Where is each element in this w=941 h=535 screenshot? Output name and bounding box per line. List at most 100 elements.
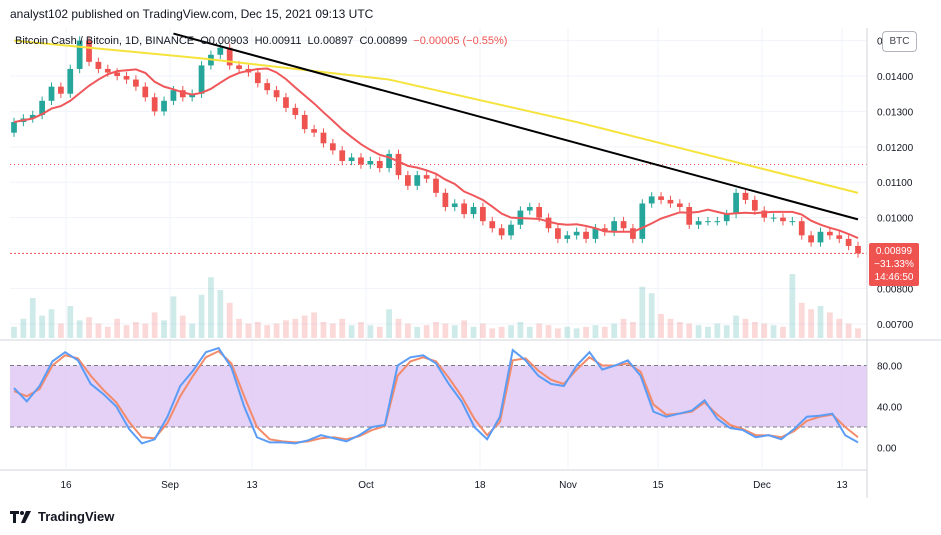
tradingview-footer[interactable]: TradingView — [10, 509, 114, 524]
volume-bar — [104, 326, 111, 338]
symbol-name: Bitcoin Cash / Bitcoin, 1D, BINANCE — [15, 35, 195, 47]
candle-body — [808, 235, 814, 243]
volume-bar — [639, 286, 646, 338]
volume-bar — [86, 317, 92, 338]
volume-bar — [611, 323, 618, 338]
candle-body — [11, 122, 17, 133]
volume-bar — [573, 328, 580, 338]
candle-body — [714, 221, 721, 223]
volume-bar — [404, 323, 411, 338]
candle-body — [480, 207, 486, 222]
volume-bar — [95, 323, 102, 338]
ohlc-low: L0.00897 — [307, 35, 354, 47]
symbol-info: Bitcoin Cash / Bitcoin, 1D, BINANCE O0.0… — [15, 35, 510, 47]
volume-bar — [780, 326, 786, 338]
time-tick-label: Dec — [753, 480, 771, 491]
candle-body — [39, 100, 46, 115]
volume-bar — [217, 290, 224, 338]
footer-brand: TradingView — [38, 509, 115, 524]
volume-bar — [564, 326, 571, 338]
price-tick-label: 0.01000 — [877, 214, 914, 225]
candle-body — [58, 86, 64, 94]
candle-body — [667, 199, 674, 204]
price-tick-label: 0.01300 — [877, 107, 914, 118]
volume-bar — [283, 320, 289, 338]
stoch-band — [10, 365, 867, 427]
volume-bar — [733, 315, 739, 338]
candle-body — [179, 90, 186, 98]
price-tick-label: 0.01200 — [877, 143, 914, 154]
volume-bar — [11, 326, 17, 338]
candle-body — [161, 100, 167, 112]
candle-body — [404, 175, 411, 186]
price-tag-value: 0.00899 — [875, 246, 913, 257]
volume-bars — [11, 274, 861, 338]
candle-body — [86, 40, 92, 62]
candle-body — [320, 132, 327, 144]
ohlc-close: C0.00899 — [359, 35, 408, 47]
candle-body — [526, 207, 533, 211]
volume-bar — [414, 326, 421, 338]
candle-body — [751, 199, 758, 211]
candle-body — [620, 221, 627, 229]
candle-body — [198, 65, 205, 94]
candle-body — [114, 72, 121, 77]
candles — [11, 36, 861, 258]
stoch-axis: 80.00 40.00 0.00 — [877, 362, 902, 455]
ohlc-open: O0.00903 — [200, 35, 249, 47]
time-tick-label: Sep — [161, 480, 179, 491]
volume-bar — [67, 306, 74, 338]
candle-body — [264, 83, 271, 91]
volume-bar — [583, 326, 589, 338]
candle-body — [742, 192, 749, 200]
candle-body — [676, 203, 683, 208]
candle-body — [508, 224, 514, 236]
candle-body — [564, 235, 571, 239]
candle-body — [798, 221, 805, 236]
volume-bar — [451, 325, 458, 338]
candle-body — [376, 160, 383, 169]
volume-bar — [601, 326, 608, 338]
volume-bar — [142, 323, 149, 338]
candle-body — [423, 175, 430, 179]
publisher-header: analyst102 published on TradingView.com,… — [10, 7, 374, 21]
volume-bar — [348, 325, 355, 338]
candle-body — [142, 86, 149, 98]
volume-bar — [311, 312, 317, 338]
time-tick-label: 13 — [246, 480, 258, 491]
candle-body — [358, 157, 364, 165]
candle-body — [639, 203, 646, 239]
candle-body — [789, 221, 796, 223]
volume-bar — [208, 277, 214, 338]
volume-bar — [133, 322, 139, 338]
volume-bar — [123, 325, 130, 338]
tradingview-logo-icon — [10, 510, 31, 523]
stoch-tick-label: 80.00 — [877, 362, 902, 373]
candle-body — [329, 143, 336, 151]
volume-bar — [761, 323, 768, 338]
volume-bar — [723, 325, 730, 338]
candle-body — [723, 214, 730, 222]
candle-body — [770, 217, 777, 219]
volume-bar — [236, 318, 242, 338]
volume-bar — [789, 274, 796, 338]
candle-body — [470, 207, 477, 215]
candle-body — [498, 228, 505, 236]
volume-bar — [358, 322, 364, 338]
volume-bar — [620, 318, 627, 338]
candle-body — [461, 203, 468, 215]
stoch-tick-label: 40.00 — [877, 403, 902, 414]
volume-bar — [508, 325, 514, 338]
volume-bar — [395, 318, 402, 338]
candle-body — [95, 61, 102, 69]
volume-bar — [29, 298, 36, 338]
volume-bar — [770, 325, 777, 338]
candle-body — [817, 231, 824, 243]
stoch-tick-label: 0.00 — [877, 444, 897, 455]
ma-fast-line — [13, 67, 859, 239]
volume-bar — [826, 312, 833, 338]
volume-bar — [48, 309, 55, 338]
currency-badge[interactable]: BTC — [882, 31, 917, 52]
candle-body — [414, 175, 421, 186]
